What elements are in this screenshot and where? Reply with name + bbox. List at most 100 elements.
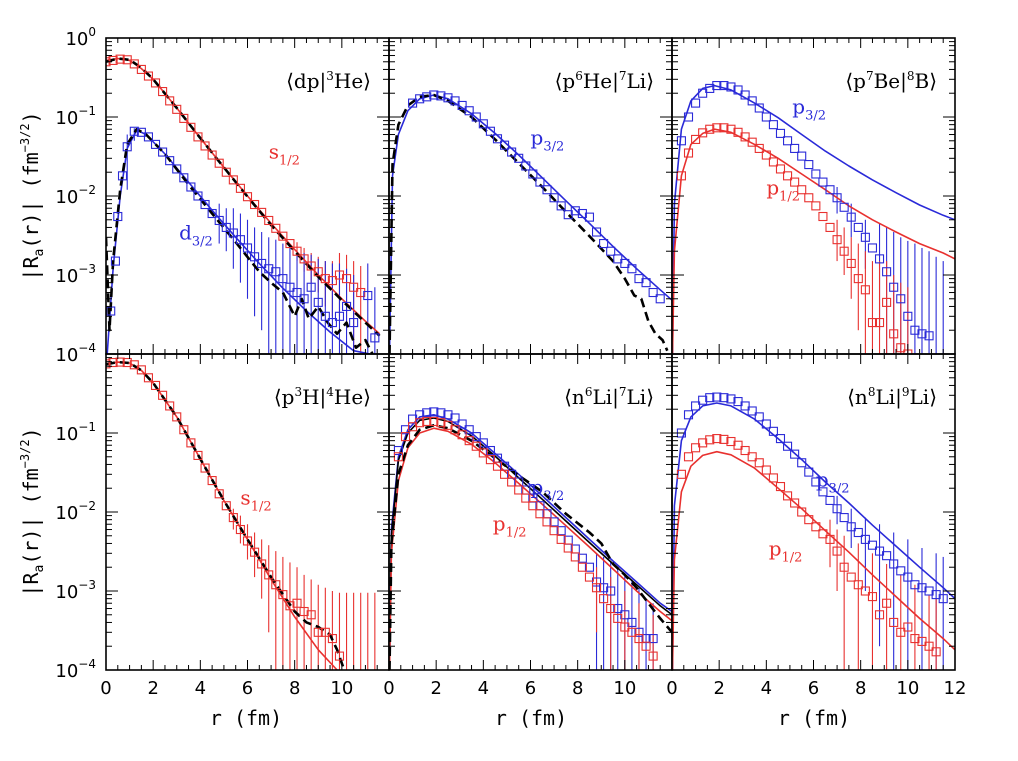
blue-data-point xyxy=(811,477,821,487)
chart_data.0.annotations.0.parts-part: 1/2 xyxy=(279,153,300,168)
blue-data-point xyxy=(556,201,566,211)
red-data-point xyxy=(761,150,771,160)
blue-data-point xyxy=(415,94,425,104)
blue-data-point xyxy=(485,445,495,456)
red-data-point xyxy=(549,526,559,536)
blue-data-point xyxy=(271,267,281,277)
red-data-point xyxy=(924,641,934,651)
blue-data-point xyxy=(193,191,203,201)
chart_data.1.title_parts-part: Li⟩ xyxy=(627,69,654,93)
red-data-point xyxy=(299,606,309,617)
x-tick-label: 0 xyxy=(100,678,111,699)
solid-blue-curve xyxy=(106,129,371,354)
blue-data-point xyxy=(853,527,863,538)
chart_data.1.title_parts-part: ⟨p xyxy=(555,69,576,93)
red-data-point xyxy=(172,412,182,422)
red-data-point xyxy=(172,104,182,114)
blue-data-point xyxy=(422,92,432,102)
red-data-point xyxy=(797,507,807,517)
red-data-point xyxy=(165,96,175,106)
x-tick-label: 4 xyxy=(195,678,206,699)
chart_data.3.title_parts-part: 3 xyxy=(294,385,302,399)
blue-data-point xyxy=(860,534,870,544)
blue-data-point xyxy=(761,419,771,429)
red-data-point xyxy=(599,594,609,604)
red-data-point xyxy=(931,647,941,657)
plot-area xyxy=(106,54,381,354)
solid-blue-curve xyxy=(389,94,672,354)
blue-data-point xyxy=(754,412,764,422)
blue-data-point xyxy=(797,458,807,468)
blue-data-point xyxy=(542,185,552,195)
chart_data.0.title_parts-part: He⟩ xyxy=(334,69,371,93)
blue-data-point xyxy=(422,408,432,418)
red-data-point xyxy=(186,438,196,448)
blue-data-point xyxy=(110,256,120,266)
red-data-point xyxy=(106,359,111,369)
blue-data-point xyxy=(242,243,253,253)
red-data-point xyxy=(207,476,217,486)
blue-data-point xyxy=(691,401,701,411)
red-data-point xyxy=(613,613,623,623)
y-tick-label: 10−1 xyxy=(55,420,96,445)
red-data-point xyxy=(768,157,778,167)
blue-data-point xyxy=(599,239,609,249)
red-data-point xyxy=(429,416,439,427)
blue-data-point xyxy=(278,274,288,284)
blue-data-point xyxy=(556,526,566,536)
red-data-point xyxy=(320,274,330,284)
panel-title: ⟨n8Li|9Li⟩ xyxy=(847,385,937,410)
blue-data-point xyxy=(867,243,878,253)
red-data-point xyxy=(733,440,743,450)
red-data-point xyxy=(115,357,125,367)
red-data-point xyxy=(896,627,906,637)
red-data-point xyxy=(641,641,651,651)
red-data-point xyxy=(235,183,245,193)
blue-data-point xyxy=(726,82,736,92)
red-data-point xyxy=(698,438,708,448)
red-data-point xyxy=(775,164,786,174)
red-data-point xyxy=(683,148,694,158)
blue-data-point xyxy=(712,392,722,402)
red-data-point xyxy=(242,536,253,546)
blue-data-point xyxy=(214,215,224,226)
red-data-point xyxy=(627,627,637,637)
red-data-point xyxy=(867,318,878,328)
x-tick-label: 2 xyxy=(430,678,441,699)
blue-data-point xyxy=(797,151,807,161)
blue-data-point xyxy=(917,329,927,339)
blue-data-point xyxy=(818,487,828,497)
blue-data-point xyxy=(264,264,274,274)
series-annotation: p1/2 xyxy=(769,537,803,566)
x-tick-label: 10 xyxy=(330,678,353,699)
panel-title: ⟨p3H|4He⟩ xyxy=(274,385,371,410)
red-data-point xyxy=(740,132,750,142)
blue-data-point xyxy=(740,401,750,411)
red-data-point xyxy=(471,441,481,451)
red-data-point xyxy=(349,282,359,292)
red-data-point xyxy=(242,192,253,202)
blue-data-point xyxy=(705,83,715,93)
blue-data-point xyxy=(867,540,878,550)
blue-data-point xyxy=(705,393,715,403)
blue-data-point xyxy=(528,169,538,179)
red-data-point xyxy=(485,455,495,465)
red-data-point xyxy=(691,134,701,144)
red-data-point xyxy=(327,276,337,286)
chart_data.4.title_parts-part: 6 xyxy=(585,385,593,399)
red-data-point xyxy=(577,562,587,572)
red-data-point xyxy=(193,132,203,142)
y-axis-label-top: |Ra(r)| (fm−3/2) xyxy=(18,111,47,280)
chart_data.4.annotations.1.parts-part: p xyxy=(493,512,506,536)
blue-data-point xyxy=(500,140,510,150)
red-data-point xyxy=(271,580,281,590)
solid-blue-curve xyxy=(672,402,955,670)
blue-data-point xyxy=(478,438,488,448)
blue-data-point xyxy=(938,594,948,604)
chart_data.4.title_parts-part: 7 xyxy=(619,385,627,399)
red-data-point xyxy=(676,171,686,181)
red-data-point xyxy=(910,634,920,644)
chart_data.5.title_parts-part: 9 xyxy=(902,385,910,399)
chart_data.5.title_parts-part: Li⟩ xyxy=(910,385,937,409)
blue-data-point xyxy=(221,222,231,232)
